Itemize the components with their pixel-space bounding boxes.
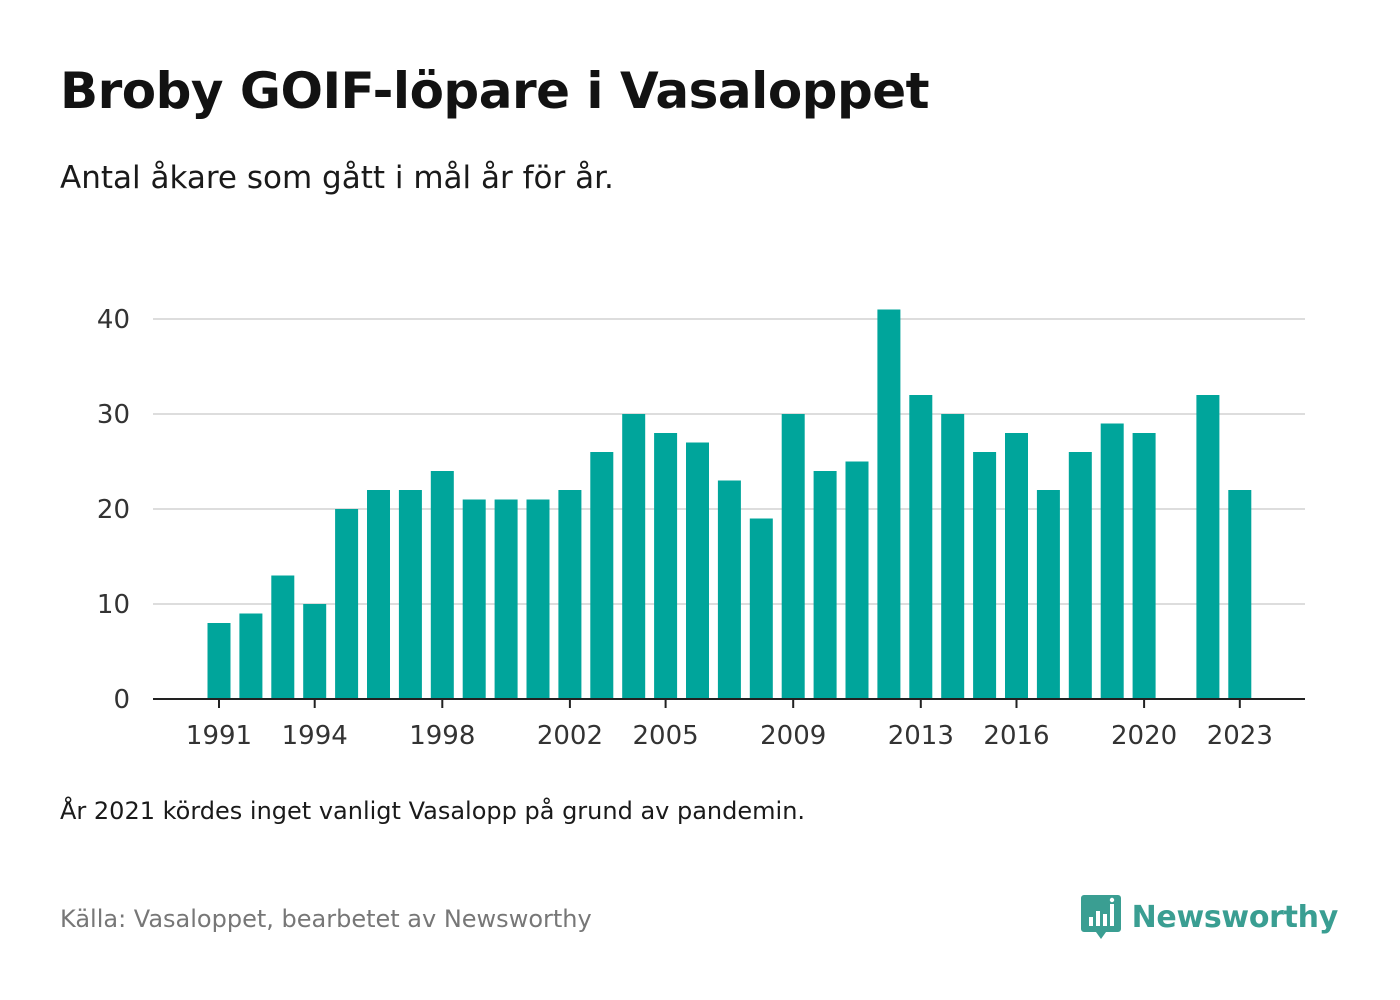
newsworthy-logo-icon [1080, 895, 1121, 939]
y-tick-label: 30 [97, 400, 130, 430]
x-tick-label: 2005 [633, 721, 699, 751]
bar-2004[interactable] [622, 414, 646, 699]
chart-note: År 2021 kördes inget vanligt Vasalopp på… [60, 797, 806, 825]
bar-2022[interactable] [1196, 395, 1220, 699]
y-tick-label: 20 [97, 495, 130, 525]
bar-2009[interactable] [781, 414, 805, 699]
bar-1991[interactable] [207, 623, 231, 699]
bar-2011[interactable] [845, 461, 869, 700]
x-tick-label: 2023 [1207, 721, 1273, 751]
bar-2018[interactable] [1068, 452, 1092, 699]
bar-2005[interactable] [654, 433, 678, 699]
y-axis-ticks: 0 10 20 30 40 [97, 305, 130, 715]
bar-2017[interactable] [1036, 490, 1060, 699]
bar-1999[interactable] [462, 499, 486, 700]
x-tick-label: 2013 [888, 721, 954, 751]
bars [207, 309, 1252, 700]
x-tick-label: 2002 [537, 721, 603, 751]
chart-subtitle: Antal åkare som gått i mål år för år. [60, 160, 614, 196]
source-text: Källa: Vasaloppet, bearbetet av Newswort… [60, 905, 592, 933]
bar-1994[interactable] [303, 604, 327, 699]
bar-2014[interactable] [941, 414, 965, 699]
bar-2013[interactable] [909, 395, 933, 699]
x-tick-label: 2016 [983, 721, 1049, 751]
x-tick-label: 2020 [1111, 721, 1177, 751]
bar-2016[interactable] [1005, 433, 1028, 699]
logo-text: Newsworthy [1131, 899, 1339, 935]
bar-2007[interactable] [717, 480, 741, 700]
bar-2001[interactable] [526, 499, 550, 700]
bar-1996[interactable] [367, 490, 390, 699]
bar-1993[interactable] [271, 575, 295, 700]
bar-chart: 0 10 20 30 40 1991 1994 1998 2002 2005 2009 2013 20… [97, 305, 1305, 751]
bar-1997[interactable] [398, 490, 422, 699]
bar-2003[interactable] [590, 452, 614, 699]
bar-1992[interactable] [239, 613, 263, 700]
x-tick-label: 2009 [760, 721, 826, 751]
bar-2012[interactable] [877, 309, 901, 700]
bar-2006[interactable] [686, 442, 709, 700]
bar-1995[interactable] [335, 509, 359, 699]
bar-2023[interactable] [1228, 490, 1252, 699]
bar-2008[interactable] [749, 518, 773, 700]
y-tick-label: 40 [97, 305, 130, 335]
y-tick-label: 0 [113, 685, 130, 715]
chart-title: Broby GOIF-löpare i Vasaloppet [60, 62, 930, 120]
bar-2015[interactable] [973, 452, 997, 699]
x-tick-label: 1994 [282, 721, 348, 751]
bar-1998[interactable] [430, 471, 454, 699]
bar-2020[interactable] [1132, 433, 1156, 699]
newsworthy-logo[interactable]: Newsworthy [1080, 893, 1338, 941]
x-tick-label: 1991 [186, 721, 252, 751]
x-tick-label: 1998 [409, 721, 475, 751]
bar-2000[interactable] [494, 499, 518, 700]
y-tick-label: 10 [97, 590, 130, 620]
x-axis-ticks: 1991 1994 1998 2002 2005 2009 2013 2016 2020 2023 [186, 699, 1273, 751]
bar-2019[interactable] [1100, 423, 1124, 700]
bar-2002[interactable] [558, 490, 582, 699]
bar-2010[interactable] [813, 471, 837, 699]
